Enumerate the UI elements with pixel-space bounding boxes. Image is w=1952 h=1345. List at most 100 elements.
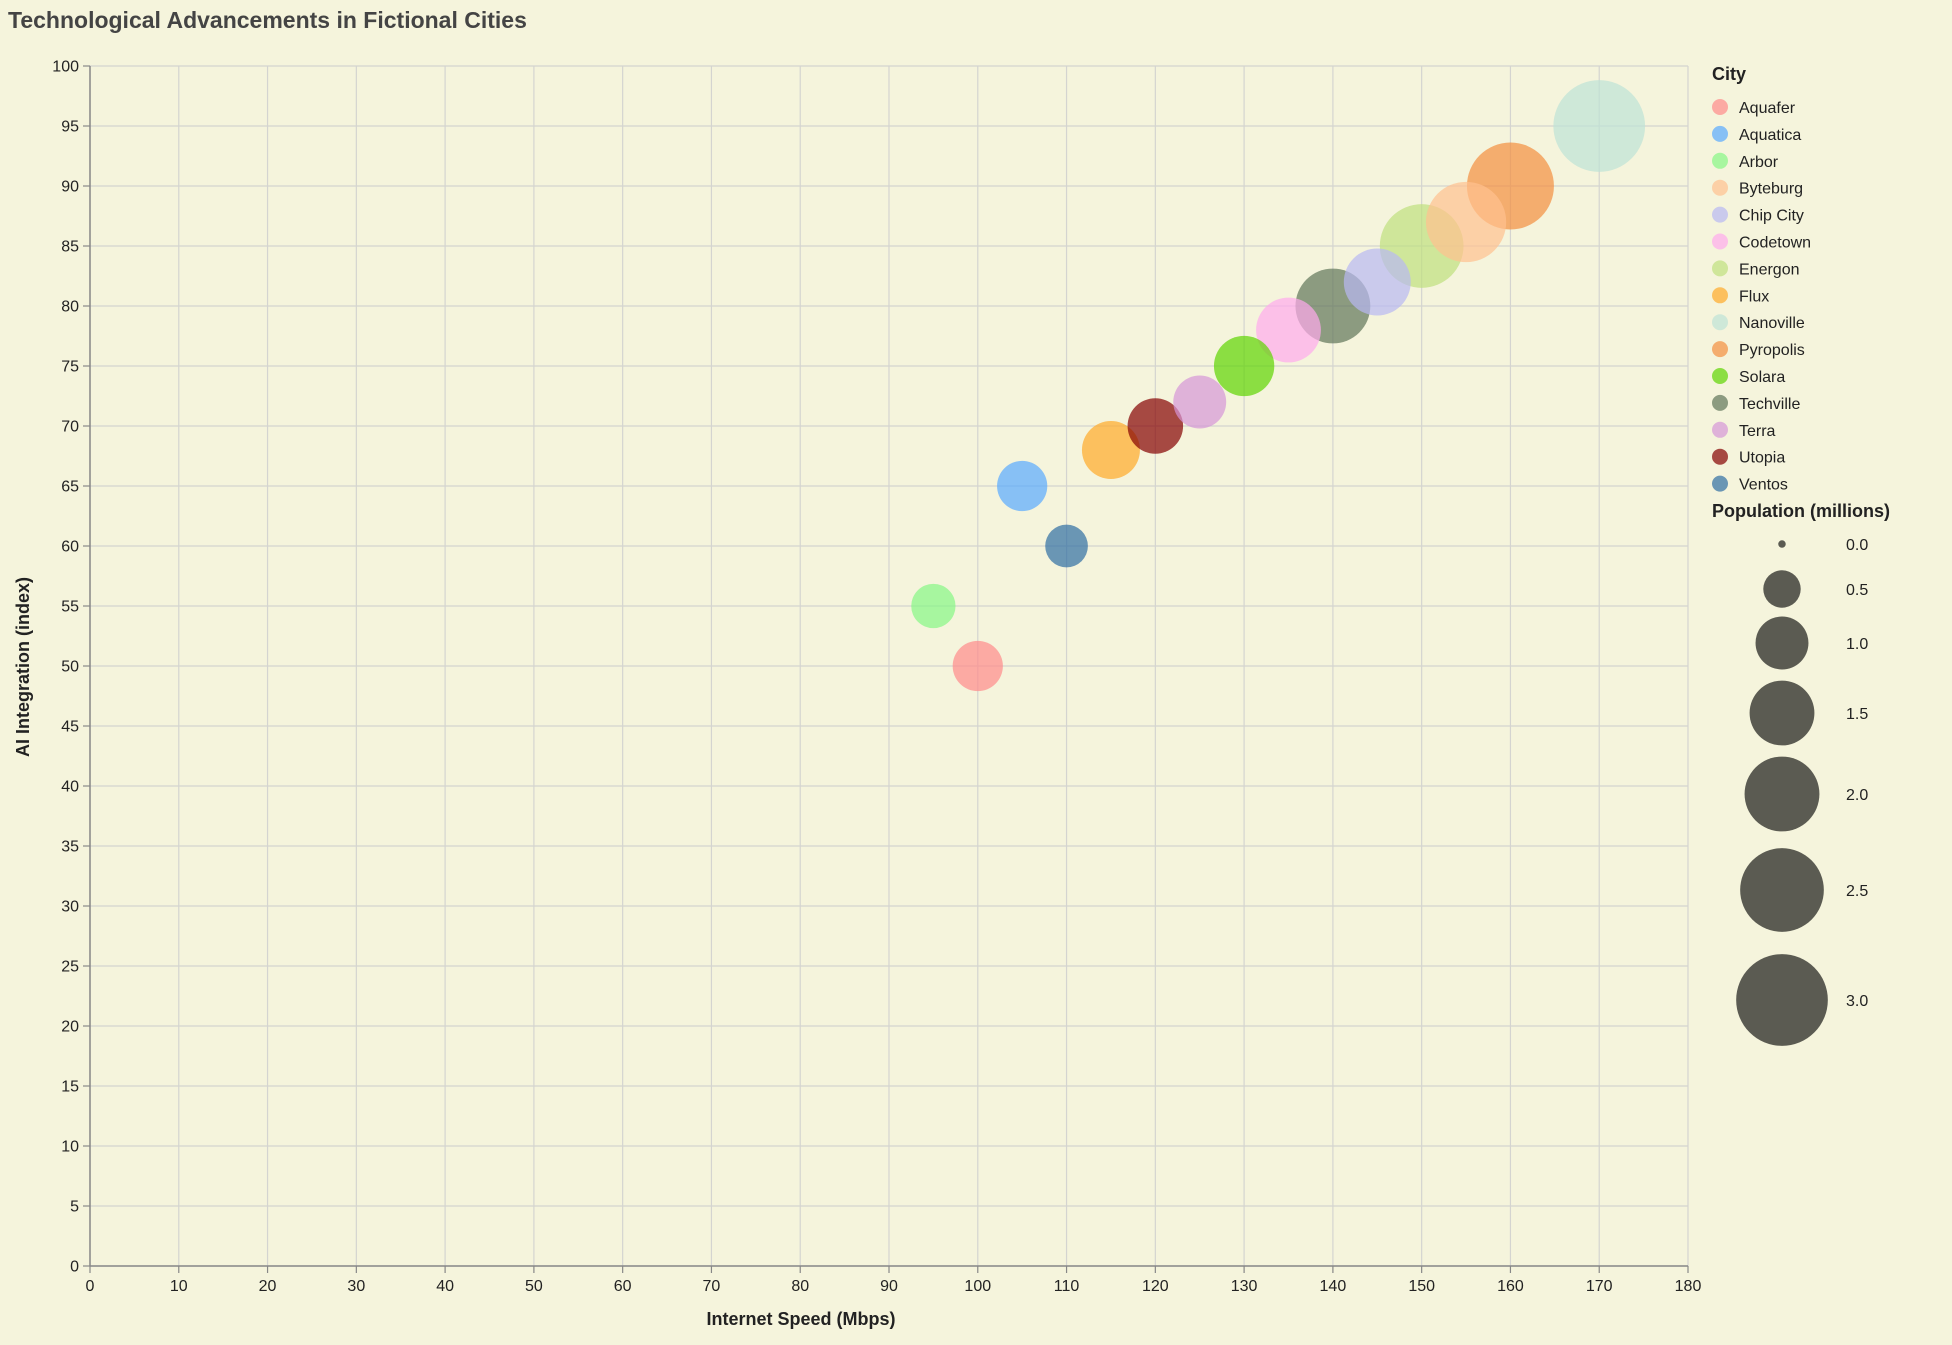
x-tick-label: 20 [259,1278,277,1295]
size-legend-label: 0.5 [1846,582,1868,599]
y-tick-label: 80 [61,299,79,316]
size-legend: Population (millions) 0.0 0.5 1.0 1.5 2.0 2.5… [1712,501,1890,1046]
y-tick-label: 75 [61,359,79,376]
size-legend-circle [1736,954,1828,1046]
data-point-utopia [1127,398,1184,454]
size-legend-circle [1778,540,1786,548]
legend-label: Techville [1739,396,1800,413]
y-tick-label: 30 [61,899,79,916]
x-tick-label: 0 [86,1278,95,1295]
legend-label: Aquafer [1739,100,1796,117]
y-tick-label: 95 [61,119,79,136]
size-legend-label: 2.0 [1846,787,1868,804]
y-tick-label: 45 [61,719,79,736]
size-legend-circle [1755,616,1809,670]
y-axis-title: AI Integration (index) [13,577,33,757]
size-legend-circle [1749,680,1815,746]
legend-swatch-aquatica [1712,125,1728,142]
y-tick-label: 35 [61,839,79,856]
legend-swatch-terra [1712,421,1728,438]
size-legend-circle [1763,570,1801,608]
data-point-byteburg [1425,181,1507,263]
legend-label: Energon [1739,261,1800,278]
x-tick-label: 100 [964,1278,991,1295]
y-tick-label: 40 [61,779,79,796]
legend-swatch-ventos [1712,475,1728,492]
data-point-terra [1173,375,1227,429]
y-tick-label: 25 [61,959,79,976]
x-tick-label: 60 [614,1278,632,1295]
x-tick-label: 130 [1231,1278,1258,1295]
data-point-arbor [911,583,956,629]
x-axis-ticks: 0 10 20 30 40 50 60 70 80 90 100 110 120 130 140 150 160… [86,1266,1702,1295]
x-tick-label: 70 [703,1278,721,1295]
legend-label: Utopia [1739,450,1785,467]
legend-swatch-energon [1712,260,1728,277]
legend-swatch-pyropolis [1712,341,1728,358]
y-tick-label: 50 [61,659,79,676]
legend-label: Flux [1739,288,1769,305]
x-tick-label: 120 [1142,1278,1169,1295]
legend-swatch-flux [1712,287,1728,304]
size-legend-label: 3.0 [1846,993,1868,1010]
legend-swatch-byteburg [1712,179,1728,196]
legend-swatch-aquafer [1712,99,1728,115]
grid-lines [89,65,1689,1267]
data-point-chip-city [1343,248,1411,316]
size-legend-circle [1744,756,1820,832]
y-tick-label: 90 [61,179,79,196]
size-legend-label: 0.0 [1846,537,1868,554]
legend-swatch-nanoville [1712,314,1728,331]
legend-label: Nanoville [1739,315,1805,332]
legend-label: Ventos [1739,477,1788,494]
chart-title: Technological Advancements in Fictional … [8,7,527,33]
legend-swatch-solara [1712,368,1728,384]
x-tick-label: 140 [1320,1278,1347,1295]
legend-label: Codetown [1739,235,1811,252]
x-tick-label: 80 [791,1278,809,1295]
y-tick-label: 100 [52,59,79,76]
x-tick-label: 40 [436,1278,454,1295]
y-tick-label: 65 [61,479,79,496]
size-legend-label: 1.0 [1846,636,1868,653]
data-point-solara [1213,335,1275,397]
size-legend-label: 2.5 [1846,883,1868,900]
y-tick-label: 20 [61,1019,79,1036]
x-tick-label: 10 [170,1278,188,1295]
data-point-aquatica [997,460,1048,512]
x-tick-label: 90 [880,1278,898,1295]
x-tick-label: 50 [525,1278,543,1295]
y-tick-label: 70 [61,419,79,436]
x-tick-label: 150 [1408,1278,1435,1295]
y-tick-label: 5 [70,1199,79,1216]
legend-label: Arbor [1739,154,1779,171]
x-tick-label: 160 [1497,1278,1524,1295]
data-points [911,80,1646,692]
y-tick-label: 0 [70,1259,79,1276]
data-point-codetown [1256,297,1321,363]
data-point-aquafer [952,640,1003,692]
y-tick-label: 60 [61,539,79,556]
y-axis-ticks: 0 5 10 15 20 25 30 35 40 45 50 55 60 65 70 75 80 85 90 95 10… [52,59,90,1276]
legend-label: Pyropolis [1739,342,1805,359]
data-point-ventos [1045,524,1088,568]
x-tick-label: 30 [347,1278,365,1295]
legend-label: Chip City [1739,208,1804,225]
y-tick-label: 15 [61,1079,79,1096]
color-legend: City Aquafer Aquatica Arbor Byteburg Chip Ci… [1712,64,1811,494]
x-tick-label: 110 [1054,1278,1080,1295]
data-point-flux [1081,421,1140,479]
y-tick-label: 55 [61,599,79,616]
size-legend-title: Population (millions) [1712,501,1890,521]
y-tick-label: 85 [61,239,79,256]
size-legend-label: 1.5 [1846,706,1868,723]
legend-swatch-techville [1712,394,1728,411]
color-legend-title: City [1712,64,1746,84]
x-tick-label: 180 [1675,1278,1702,1295]
legend-swatch-arbor [1712,152,1728,169]
legend-label: Aquatica [1739,127,1801,144]
data-point-nanoville [1553,80,1646,172]
legend-swatch-codetown [1712,233,1728,250]
